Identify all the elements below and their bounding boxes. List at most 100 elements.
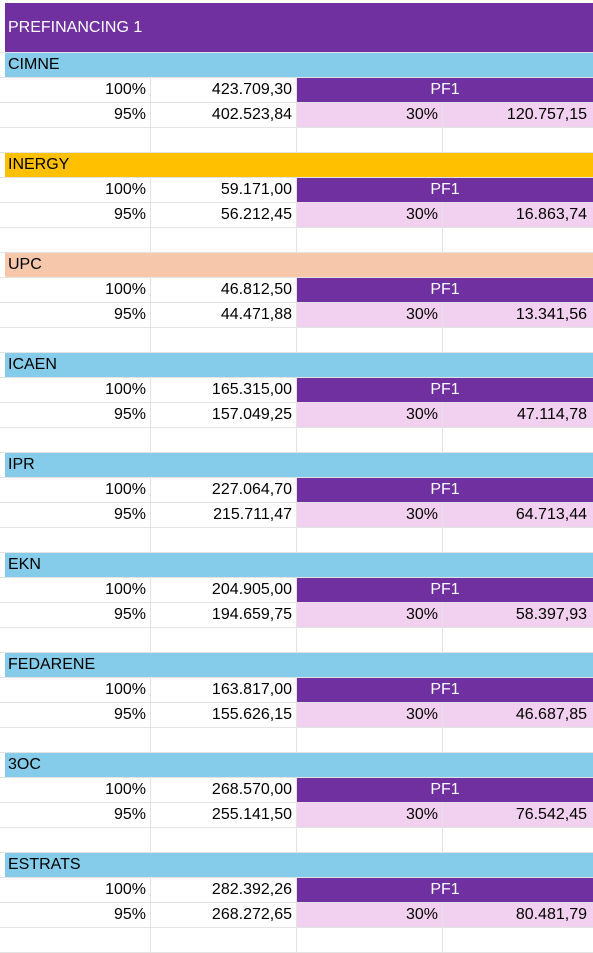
empty-cell[interactable] [5,428,151,453]
empty-cell[interactable] [297,128,443,153]
empty-cell[interactable] [5,728,151,753]
rate-cell[interactable]: 30% [297,403,443,428]
empty-cell[interactable] [443,728,593,753]
percent-100-cell[interactable]: 100% [5,78,151,103]
percent-100-cell[interactable]: 100% [5,578,151,603]
eligible-amount-cell[interactable]: 215.711,47 [151,503,297,528]
prefinance-amount-cell[interactable]: 120.757,15 [443,103,593,128]
empty-cell[interactable] [151,728,297,753]
partner-name-cell[interactable]: ICAEN [5,353,593,378]
empty-cell[interactable] [151,828,297,853]
budget-amount-cell[interactable]: 282.392,26 [151,878,297,903]
rate-cell[interactable]: 30% [297,203,443,228]
empty-cell[interactable] [5,828,151,853]
rate-cell[interactable]: 30% [297,103,443,128]
empty-cell[interactable] [297,428,443,453]
empty-cell[interactable] [443,128,593,153]
empty-cell[interactable] [5,328,151,353]
partner-name-cell[interactable]: 3OC [5,753,593,778]
partner-name-cell[interactable]: UPC [5,253,593,278]
pf-label-cell[interactable]: PF1 [297,178,593,203]
rate-cell[interactable]: 30% [297,903,443,928]
pf-label-cell[interactable]: PF1 [297,478,593,503]
budget-amount-cell[interactable]: 204.905,00 [151,578,297,603]
empty-cell[interactable] [443,828,593,853]
eligible-amount-cell[interactable]: 194.659,75 [151,603,297,628]
empty-cell[interactable] [443,528,593,553]
empty-cell[interactable] [5,128,151,153]
budget-amount-cell[interactable]: 423.709,30 [151,78,297,103]
budget-amount-cell[interactable]: 227.064,70 [151,478,297,503]
percent-95-cell[interactable]: 95% [5,103,151,128]
rate-cell[interactable]: 30% [297,803,443,828]
empty-cell[interactable] [443,228,593,253]
percent-95-cell[interactable]: 95% [5,903,151,928]
empty-cell[interactable] [297,528,443,553]
rate-cell[interactable]: 30% [297,703,443,728]
percent-95-cell[interactable]: 95% [5,703,151,728]
eligible-amount-cell[interactable]: 255.141,50 [151,803,297,828]
partner-name-cell[interactable]: EKN [5,553,593,578]
empty-cell[interactable] [151,328,297,353]
eligible-amount-cell[interactable]: 402.523,84 [151,103,297,128]
sheet-title[interactable]: PREFINANCING 1 [5,3,593,53]
partner-name-cell[interactable]: ESTRATS [5,853,593,878]
prefinance-amount-cell[interactable]: 58.397,93 [443,603,593,628]
percent-100-cell[interactable]: 100% [5,278,151,303]
percent-95-cell[interactable]: 95% [5,503,151,528]
budget-amount-cell[interactable]: 163.817,00 [151,678,297,703]
budget-amount-cell[interactable]: 59.171,00 [151,178,297,203]
empty-cell[interactable] [5,928,151,953]
empty-cell[interactable] [443,628,593,653]
eligible-amount-cell[interactable]: 155.626,15 [151,703,297,728]
budget-amount-cell[interactable]: 268.570,00 [151,778,297,803]
partner-name-cell[interactable]: IPR [5,453,593,478]
rate-cell[interactable]: 30% [297,303,443,328]
pf-label-cell[interactable]: PF1 [297,578,593,603]
empty-cell[interactable] [443,328,593,353]
empty-cell[interactable] [5,228,151,253]
empty-cell[interactable] [5,528,151,553]
percent-95-cell[interactable]: 95% [5,403,151,428]
empty-cell[interactable] [151,128,297,153]
prefinance-amount-cell[interactable]: 76.542,45 [443,803,593,828]
pf-label-cell[interactable]: PF1 [297,378,593,403]
prefinance-amount-cell[interactable]: 47.114,78 [443,403,593,428]
partner-name-cell[interactable]: CIMNE [5,53,593,78]
partner-name-cell[interactable]: INERGY [5,153,593,178]
empty-cell[interactable] [297,728,443,753]
eligible-amount-cell[interactable]: 44.471,88 [151,303,297,328]
prefinance-amount-cell[interactable]: 64.713,44 [443,503,593,528]
prefinance-amount-cell[interactable]: 46.687,85 [443,703,593,728]
percent-100-cell[interactable]: 100% [5,878,151,903]
eligible-amount-cell[interactable]: 157.049,25 [151,403,297,428]
pf-label-cell[interactable]: PF1 [297,78,593,103]
pf-label-cell[interactable]: PF1 [297,278,593,303]
empty-cell[interactable] [297,628,443,653]
pf-label-cell[interactable]: PF1 [297,678,593,703]
pf-label-cell[interactable]: PF1 [297,878,593,903]
percent-100-cell[interactable]: 100% [5,178,151,203]
empty-cell[interactable] [151,528,297,553]
empty-cell[interactable] [443,428,593,453]
percent-95-cell[interactable]: 95% [5,803,151,828]
prefinance-amount-cell[interactable]: 16.863,74 [443,203,593,228]
empty-cell[interactable] [297,228,443,253]
eligible-amount-cell[interactable]: 268.272,65 [151,903,297,928]
empty-cell[interactable] [297,828,443,853]
percent-95-cell[interactable]: 95% [5,203,151,228]
budget-amount-cell[interactable]: 165.315,00 [151,378,297,403]
empty-cell[interactable] [151,428,297,453]
percent-95-cell[interactable]: 95% [5,303,151,328]
budget-amount-cell[interactable]: 46.812,50 [151,278,297,303]
rate-cell[interactable]: 30% [297,603,443,628]
empty-cell[interactable] [151,228,297,253]
empty-cell[interactable] [297,328,443,353]
percent-95-cell[interactable]: 95% [5,603,151,628]
percent-100-cell[interactable]: 100% [5,778,151,803]
prefinance-amount-cell[interactable]: 80.481,79 [443,903,593,928]
rate-cell[interactable]: 30% [297,503,443,528]
empty-cell[interactable] [151,628,297,653]
percent-100-cell[interactable]: 100% [5,378,151,403]
percent-100-cell[interactable]: 100% [5,678,151,703]
